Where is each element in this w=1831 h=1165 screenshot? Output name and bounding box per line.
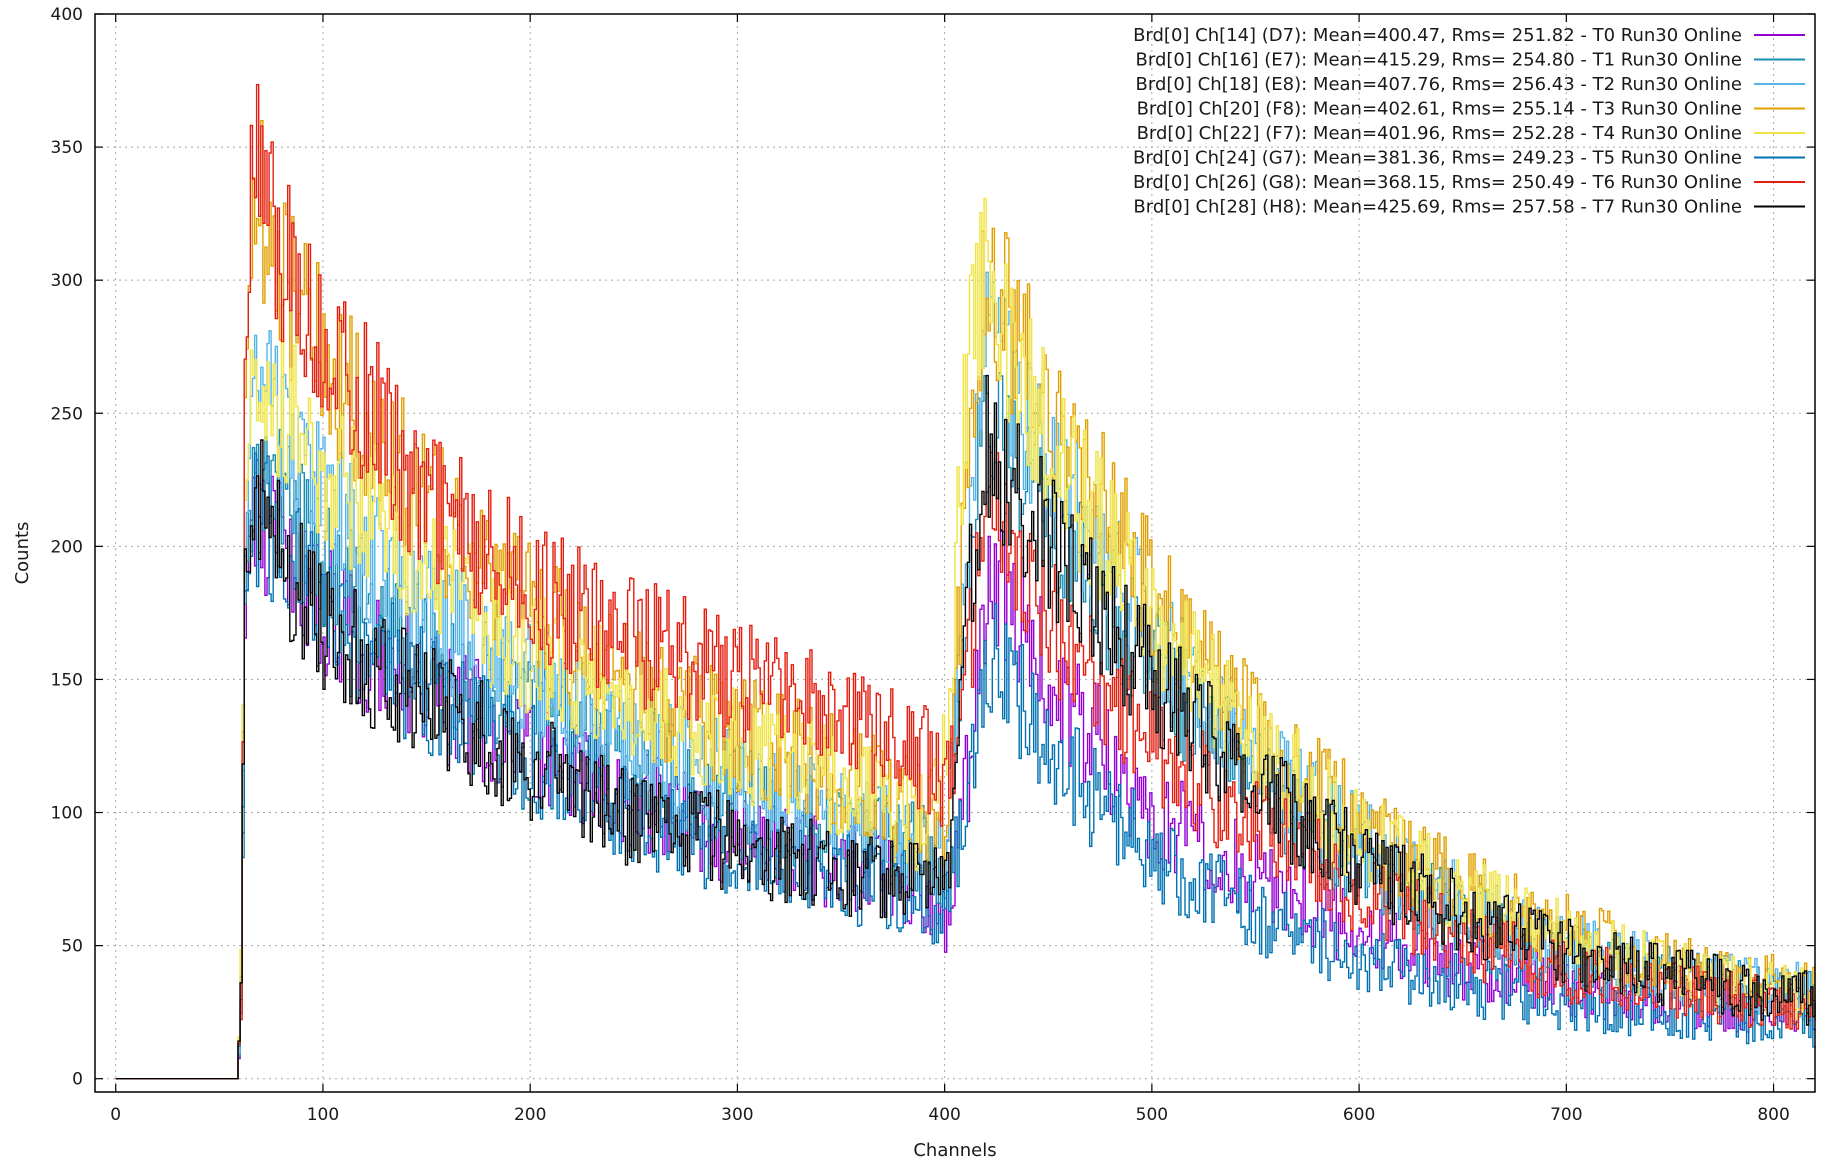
legend-entry-label: Brd[0] Ch[18] (E8): Mean=407.76, Rms= 25… (1136, 74, 1742, 95)
legend-entry-label: Brd[0] Ch[26] (G8): Mean=368.15, Rms= 25… (1133, 172, 1742, 193)
x-tick-label: 200 (514, 1105, 546, 1125)
y-axis-label: Counts (12, 522, 33, 585)
series-line-6 (115, 83, 1816, 1080)
series-line-0 (115, 459, 1816, 1080)
legend-entry-label: Brd[0] Ch[20] (F8): Mean=402.61, Rms= 25… (1137, 99, 1742, 120)
x-tick-label: 700 (1550, 1105, 1582, 1125)
series-layer (115, 83, 1816, 1080)
y-tick-label: 350 (51, 138, 83, 158)
y-tick-label: 300 (51, 271, 83, 291)
x-tick-label: 400 (928, 1105, 960, 1125)
x-tick-label: 300 (721, 1105, 753, 1125)
x-tick-label: 600 (1343, 1105, 1375, 1125)
series-line-4 (115, 197, 1816, 1080)
legend-entry-label: Brd[0] Ch[14] (D7): Mean=400.47, Rms= 25… (1133, 25, 1742, 46)
y-tick-label: 200 (51, 537, 83, 557)
y-tick-label: 0 (72, 1070, 83, 1090)
y-tick-label: 100 (51, 804, 83, 824)
x-tick-label: 100 (307, 1105, 339, 1125)
x-axis-label: Channels (913, 1140, 996, 1161)
y-tick-label: 50 (61, 937, 83, 957)
x-tick-label: 0 (110, 1105, 121, 1125)
x-tick-label: 500 (1136, 1105, 1168, 1125)
legend-entry-label: Brd[0] Ch[24] (G7): Mean=381.36, Rms= 24… (1133, 148, 1742, 169)
legend-entry-label: Brd[0] Ch[16] (E7): Mean=415.29, Rms= 25… (1136, 50, 1742, 71)
plot-frame (94, 13, 1816, 1093)
series-line-7 (115, 374, 1816, 1080)
x-tick-label: 800 (1757, 1105, 1789, 1125)
legend: Brd[0] Ch[14] (D7): Mean=400.47, Rms= 25… (1133, 25, 1805, 218)
legend-entry-label: Brd[0] Ch[28] (H8): Mean=425.69, Rms= 25… (1133, 197, 1742, 218)
y-tick-label: 400 (51, 5, 83, 25)
y-tick-label: 150 (51, 670, 83, 690)
legend-entry-label: Brd[0] Ch[22] (F7): Mean=401.96, Rms= 25… (1137, 123, 1742, 144)
tick-layer: 0 100 200 300 400 500 600 700 800 0 50 100 150 200 250… (51, 5, 1815, 1125)
y-tick-label: 250 (51, 404, 83, 424)
